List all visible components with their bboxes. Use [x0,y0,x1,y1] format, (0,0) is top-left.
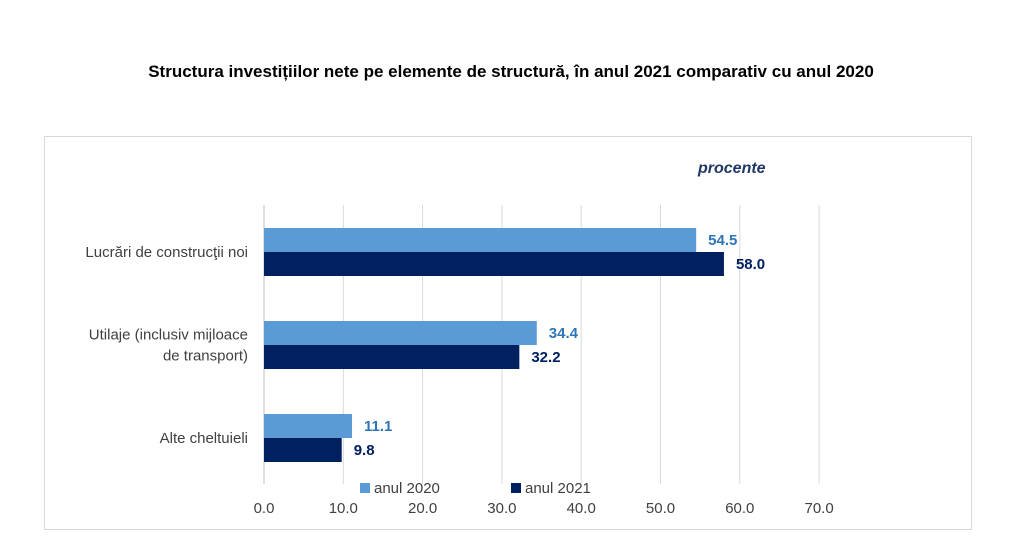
unit-label: procente [698,160,766,177]
bar-2021 [264,438,342,462]
category-label: Alte cheltuieli [160,430,248,447]
category-label: Utilaje (inclusiv mijloace [89,327,248,344]
legend-swatch [511,483,521,493]
x-tick-label: 20.0 [408,500,437,517]
legend-swatch [360,483,370,493]
data-label: 32.2 [531,349,560,366]
data-label: 58.0 [736,256,765,273]
x-tick-label: 40.0 [567,500,596,517]
x-tick-label: 30.0 [487,500,516,517]
data-label: 11.1 [364,418,392,435]
x-tick-label: 60.0 [725,500,754,517]
x-tick-label: 10.0 [329,500,358,517]
legend-label: anul 2020 [374,480,440,497]
bar-2020 [264,321,537,345]
x-tick-label: 50.0 [646,500,675,517]
bar-2020 [264,414,353,438]
legend-label: anul 2021 [525,480,591,497]
data-label: 9.8 [354,442,375,459]
category-label: Lucrări de construcţii noi [85,244,248,261]
bar-2021 [264,345,520,369]
data-label: 54.5 [708,232,737,249]
bar-2020 [264,228,697,252]
x-tick-label: 70.0 [804,500,833,517]
x-tick-label: 0.0 [254,500,275,517]
data-label: 34.4 [549,325,579,342]
category-label: de transport) [163,348,248,365]
bar-2021 [264,252,724,276]
chart-frame [44,136,972,530]
chart-title: Structura investițiilor nete pe elemente… [148,62,874,81]
